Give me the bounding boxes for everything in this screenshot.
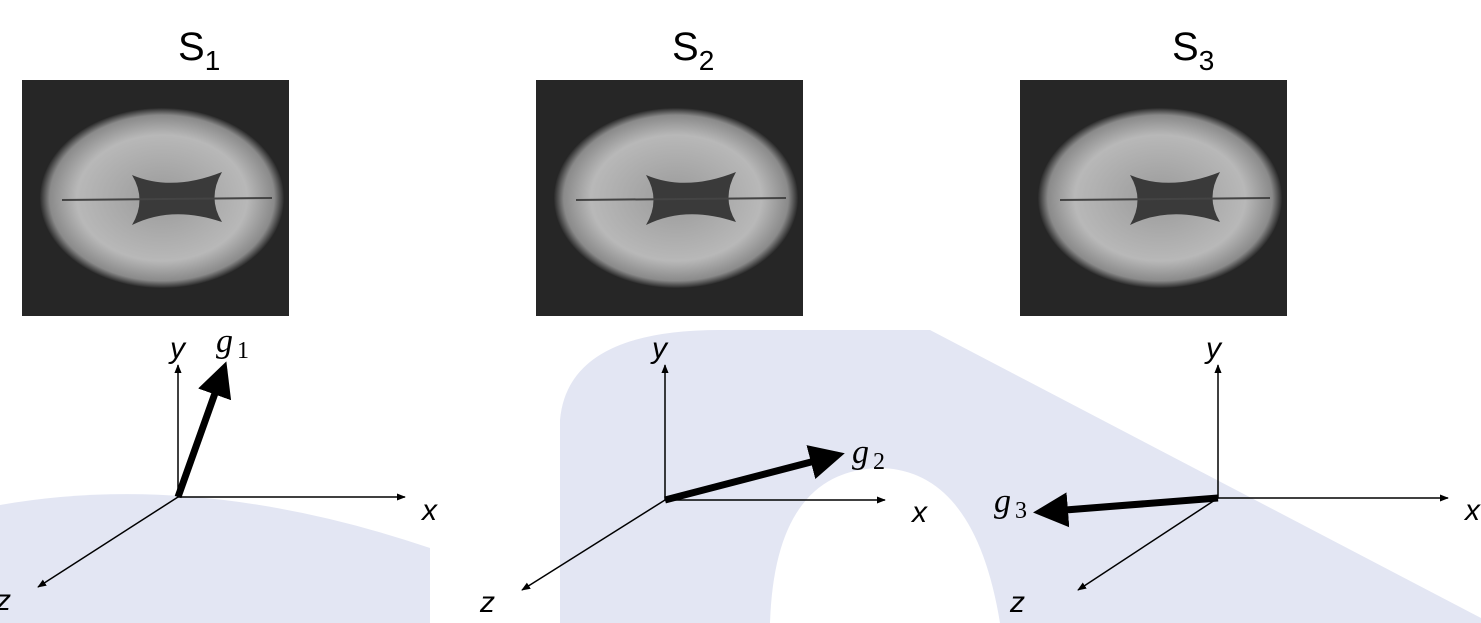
x-axis-label: x bbox=[1463, 494, 1481, 527]
gradient-name: g bbox=[852, 434, 869, 471]
image-subscript: 3 bbox=[1199, 45, 1215, 76]
image-label: S bbox=[1172, 25, 1199, 69]
z-axis-label: z bbox=[1009, 586, 1025, 619]
image-label: S bbox=[178, 25, 205, 69]
image-title: S1 bbox=[178, 25, 220, 76]
x-axis-label: x bbox=[910, 496, 928, 529]
image-subscript: 1 bbox=[205, 45, 221, 76]
gradient-name: g bbox=[216, 323, 233, 360]
z-axis-label: z bbox=[479, 586, 495, 619]
z-axis-label: z bbox=[0, 584, 11, 617]
gradient-subscript: 1 bbox=[237, 338, 249, 364]
image-title: S3 bbox=[1172, 25, 1214, 76]
y-axis-label: y bbox=[650, 332, 669, 365]
y-axis-label: y bbox=[168, 332, 187, 365]
gradient-subscript: 3 bbox=[1015, 498, 1027, 524]
figure: S1xyzg1S2xyzg2S3xyzg3 bbox=[0, 0, 1481, 623]
gradient-vector bbox=[178, 368, 224, 497]
y-axis-label: y bbox=[1204, 332, 1223, 365]
gradient-name: g bbox=[994, 483, 1011, 520]
image-label: S bbox=[672, 25, 699, 69]
gradient-subscript: 2 bbox=[873, 449, 885, 475]
image-subscript: 2 bbox=[699, 45, 715, 76]
x-axis-label: x bbox=[420, 494, 438, 527]
image-title: S2 bbox=[672, 25, 714, 76]
